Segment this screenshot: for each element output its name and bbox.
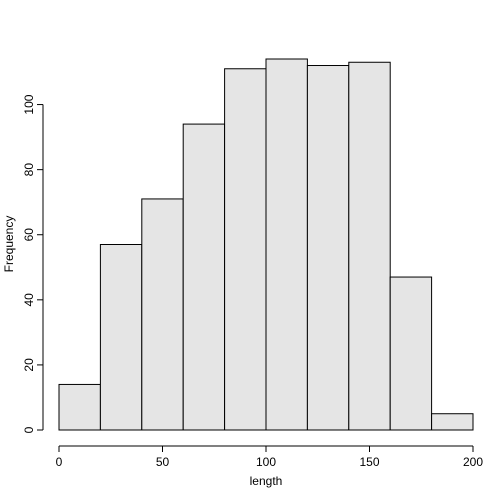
bar-8 [389, 276, 433, 431]
y-axis-title: Frequency [2, 216, 16, 273]
x-tick-label-4: 200 [463, 455, 483, 469]
bar-7 [348, 61, 391, 431]
x-tick-label-1: 50 [156, 455, 170, 469]
bar-4 [224, 68, 267, 431]
bar-0 [58, 383, 101, 431]
bar-6 [306, 65, 350, 431]
bar-2 [141, 198, 184, 431]
y-tick-label-4: 80 [22, 163, 36, 177]
y-axis: 0 20 40 60 80 100 [22, 94, 44, 433]
x-tick-label-2: 100 [256, 455, 276, 469]
y-tick-label-3: 60 [22, 228, 36, 242]
x-axis: 0 50 100 150 200 [56, 445, 483, 469]
x-tick-label-3: 150 [359, 455, 379, 469]
y-tick-label-5: 100 [22, 94, 36, 114]
histogram-bars [58, 58, 474, 431]
bar-9 [431, 413, 474, 431]
x-axis-title: length [250, 474, 283, 488]
y-tick-label-1: 20 [22, 358, 36, 372]
x-tick-label-0: 0 [56, 455, 63, 469]
y-tick-label-0: 0 [22, 426, 36, 433]
bar-3 [182, 123, 226, 431]
y-tick-label-2: 40 [22, 293, 36, 307]
bar-5 [265, 58, 308, 431]
bar-1 [99, 244, 143, 431]
